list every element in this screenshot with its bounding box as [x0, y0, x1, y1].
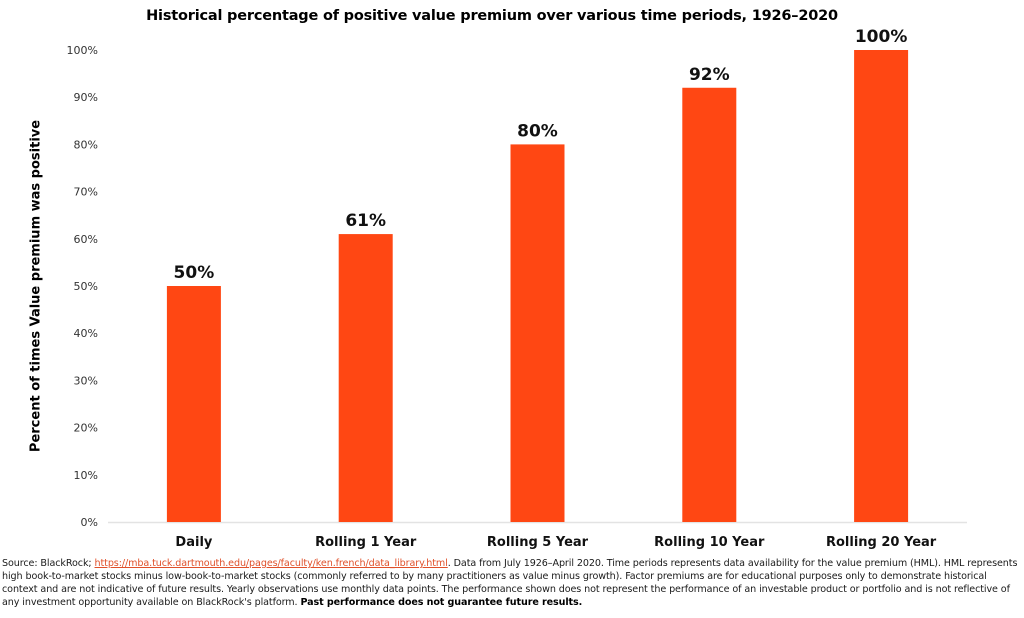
y-tick-label: 10%: [74, 469, 98, 482]
x-tick-label: Rolling 20 Year: [826, 535, 937, 550]
bar: [854, 50, 909, 522]
bar: [682, 87, 737, 522]
y-tick-label: 90%: [74, 91, 98, 104]
x-tick-label: Rolling 1 Year: [315, 535, 417, 550]
y-tick-label: 40%: [74, 327, 98, 340]
bar: [338, 234, 393, 522]
data-labels: 50% 61% 80% 92% 100%: [174, 27, 908, 283]
data-label: 92%: [689, 65, 730, 85]
source-link[interactable]: https://mba.tuck.dartmouth.edu/pages/fac…: [94, 558, 448, 569]
data-label: 50%: [174, 263, 215, 283]
y-tick-label: 50%: [74, 280, 98, 293]
y-tick-label: 100%: [67, 44, 98, 57]
source-footnote: Source: BlackRock; https://mba.tuck.dart…: [2, 557, 1022, 609]
disclaimer: Past performance does not guarantee futu…: [300, 597, 583, 608]
x-tick-label: Rolling 10 Year: [654, 535, 765, 550]
y-axis-ticks: 0% 10% 20% 30% 40% 50% 60% 70% 80% 90% 100%: [67, 44, 98, 529]
x-tick-label: Rolling 5 Year: [487, 535, 589, 550]
x-axis-ticks: Daily Rolling 1 Year Rolling 5 Year Rolling…: [175, 535, 936, 550]
y-tick-label: 60%: [74, 233, 98, 246]
bar: [510, 144, 565, 522]
y-tick-label: 0%: [81, 516, 98, 529]
y-tick-label: 30%: [74, 374, 98, 387]
data-label: 61%: [345, 211, 386, 231]
data-label: 100%: [855, 27, 908, 47]
y-tick-label: 70%: [74, 186, 98, 199]
y-tick-label: 80%: [74, 138, 98, 151]
footnote-body: . Data from July 1926–April 2020. Time p…: [2, 558, 1018, 608]
source-prefix: Source: BlackRock;: [2, 558, 95, 569]
data-label: 80%: [517, 121, 558, 141]
x-tick-label: Daily: [175, 535, 212, 550]
bars: [166, 50, 909, 522]
bar: [166, 286, 221, 522]
y-tick-label: 20%: [74, 422, 98, 435]
chart-title: Historical percentage of positive value …: [146, 8, 838, 24]
